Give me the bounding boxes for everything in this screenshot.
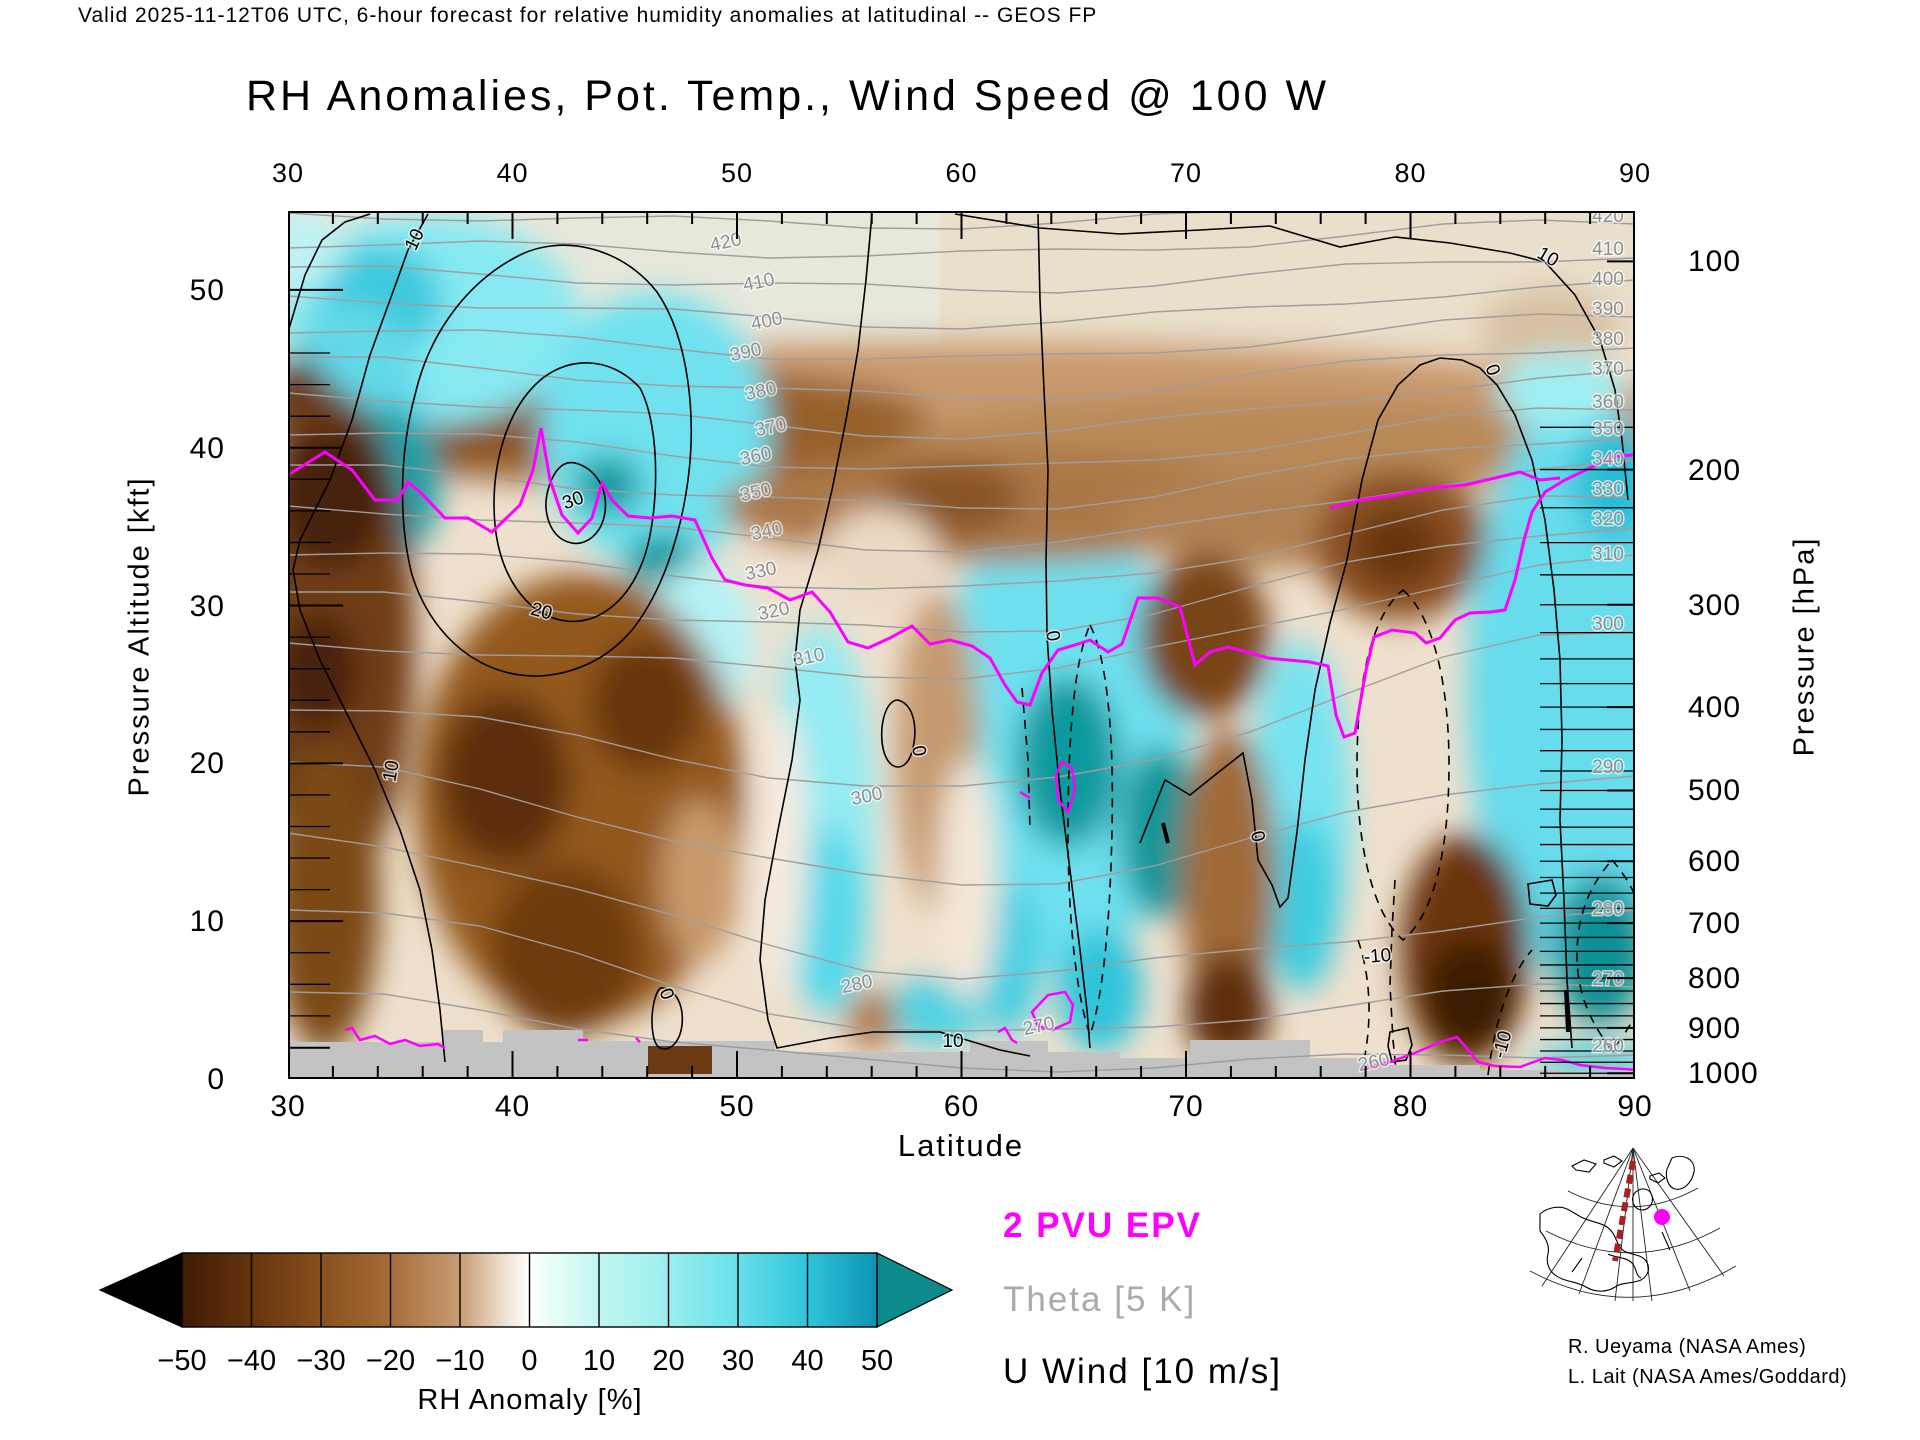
y-left-tick-label: 10 xyxy=(189,905,225,939)
x-tick-label-top: 90 xyxy=(1618,158,1652,188)
contour-label: 310 xyxy=(1592,544,1624,565)
y-right-tick-label: 100 xyxy=(1688,245,1742,279)
x-tick-label-top: 60 xyxy=(945,158,978,188)
x-tick-label-bottom: 30 xyxy=(270,1090,306,1123)
y-right-tick-label: 700 xyxy=(1688,907,1742,941)
colorbar-tick-label: −10 xyxy=(435,1345,485,1377)
contour-label: 370 xyxy=(1592,359,1624,380)
colorbar-under-arrow xyxy=(98,1252,183,1328)
contour-label: 300 xyxy=(1592,614,1624,635)
colorbar-tick-label: −30 xyxy=(296,1345,346,1377)
legend-uwind: U Wind [10 m/s] xyxy=(1003,1352,1282,1391)
x-tick-label-bottom: 50 xyxy=(719,1090,755,1123)
y-right-tick-label: 900 xyxy=(1688,1011,1742,1045)
contour-label: 10 xyxy=(942,1031,963,1052)
colorbar-tick-label: 50 xyxy=(860,1345,894,1377)
page-title: RH Anomalies, Pot. Temp., Wind Speed @ 1… xyxy=(245,72,1330,120)
edge-hatch-ticks xyxy=(288,352,1635,1074)
y-left-tick-label: 0 xyxy=(207,1063,225,1096)
legend-epv: 2 PVU EPV xyxy=(1003,1206,1202,1245)
colorbar-tick-label: 30 xyxy=(721,1345,755,1377)
y-right-tick-label: 300 xyxy=(1688,588,1742,622)
map-location-dot xyxy=(1654,1209,1670,1225)
contour-label: 270 xyxy=(1592,969,1624,990)
contour-label: 260 xyxy=(1592,1036,1624,1057)
x-tick-label-bottom: 60 xyxy=(943,1090,980,1123)
rh-anomaly-shading xyxy=(288,211,1635,1074)
colorbar-tick-label: 0 xyxy=(521,1345,538,1377)
terrain-gap-brown xyxy=(648,1046,712,1074)
contour-label: 10 xyxy=(379,759,403,783)
axis-ticks xyxy=(288,211,1635,1079)
contour-label: 360 xyxy=(1592,392,1624,413)
y-right-tick-label: 600 xyxy=(1688,845,1742,879)
cross-section-plot: 420 410 400 390 380 370 360 350 340 330 320 310 300 2… xyxy=(288,211,1635,1079)
y-right-axis-title: Pressure [hPa] xyxy=(1788,536,1821,757)
inset-locator-map xyxy=(1529,1147,1737,1302)
colorbar-tick-label: 10 xyxy=(582,1345,616,1377)
contour-label: 280 xyxy=(1592,899,1624,920)
credit-line-1: R. Ueyama (NASA Ames) xyxy=(1568,1336,1807,1358)
contour-label: 420 xyxy=(1592,211,1624,227)
x-tick-label-bottom: 70 xyxy=(1168,1090,1204,1123)
contour-label: 320 xyxy=(1592,509,1624,530)
x-tick-label-top: 50 xyxy=(720,158,754,188)
map-transect-line xyxy=(1612,1160,1636,1262)
colorbar-over-arrow xyxy=(876,1252,954,1328)
contour-label: 350 xyxy=(1592,419,1624,440)
y-right-tick-label: 500 xyxy=(1688,774,1742,808)
contour-label: 340 xyxy=(1592,449,1624,470)
credit-line-2: L. Lait (NASA Ames/Goddard) xyxy=(1568,1366,1848,1388)
x-tick-label-bottom: 40 xyxy=(494,1090,531,1123)
contour-label: -10 xyxy=(1363,945,1392,968)
epv-2pvu-line xyxy=(288,427,1635,1072)
contour-label: 380 xyxy=(1592,329,1624,350)
plot-border xyxy=(288,211,1635,1079)
y-left-tick-label: 20 xyxy=(189,747,225,781)
contour-label: 410 xyxy=(1592,239,1624,260)
y-left-tick-label: 30 xyxy=(189,589,225,623)
x-tick-label-top: 40 xyxy=(496,158,529,188)
contour-label: 330 xyxy=(1592,479,1624,500)
colorbar-tick-label: −40 xyxy=(226,1345,277,1377)
colorbar-tick-label: 40 xyxy=(791,1345,824,1377)
colorbar-dividers xyxy=(250,1253,809,1327)
y-right-tick-label: 200 xyxy=(1688,453,1742,487)
contour-label: 390 xyxy=(1592,299,1624,320)
colorbar-title: RH Anomaly [%] xyxy=(417,1384,643,1416)
x-tick-label-bottom: 80 xyxy=(1392,1090,1429,1123)
y-left-tick-label: 50 xyxy=(189,273,225,307)
map-coastlines xyxy=(1539,1155,1695,1292)
colorbar-tick-label: −50 xyxy=(157,1345,207,1377)
theta-contours xyxy=(288,211,1635,1073)
colorbar-tick-label: 20 xyxy=(652,1345,685,1377)
contour-label: 400 xyxy=(1592,269,1624,290)
valid-time-header: Valid 2025-11-12T06 UTC, 6-hour forecast… xyxy=(78,4,1098,27)
contour-label: 380 xyxy=(743,378,778,405)
colorbar xyxy=(98,1252,954,1328)
uwind-contours xyxy=(288,213,1635,1076)
x-tick-label-bottom: 90 xyxy=(1617,1090,1653,1123)
y-right-tick-label: 800 xyxy=(1688,962,1742,996)
x-tick-label-top: 30 xyxy=(271,158,305,188)
y-left-tick-label: 40 xyxy=(189,431,225,465)
x-tick-label-top: 70 xyxy=(1169,158,1203,188)
colorbar-tick-label: −20 xyxy=(365,1345,416,1377)
x-axis-title: Latitude xyxy=(897,1128,1025,1163)
y-right-tick-label: 400 xyxy=(1688,691,1742,725)
legend-theta: Theta [5 K] xyxy=(1003,1280,1197,1319)
x-tick-label-top: 80 xyxy=(1394,158,1427,188)
y-right-tick-label: 1000 xyxy=(1688,1057,1759,1091)
contour-label: 290 xyxy=(1592,757,1624,778)
